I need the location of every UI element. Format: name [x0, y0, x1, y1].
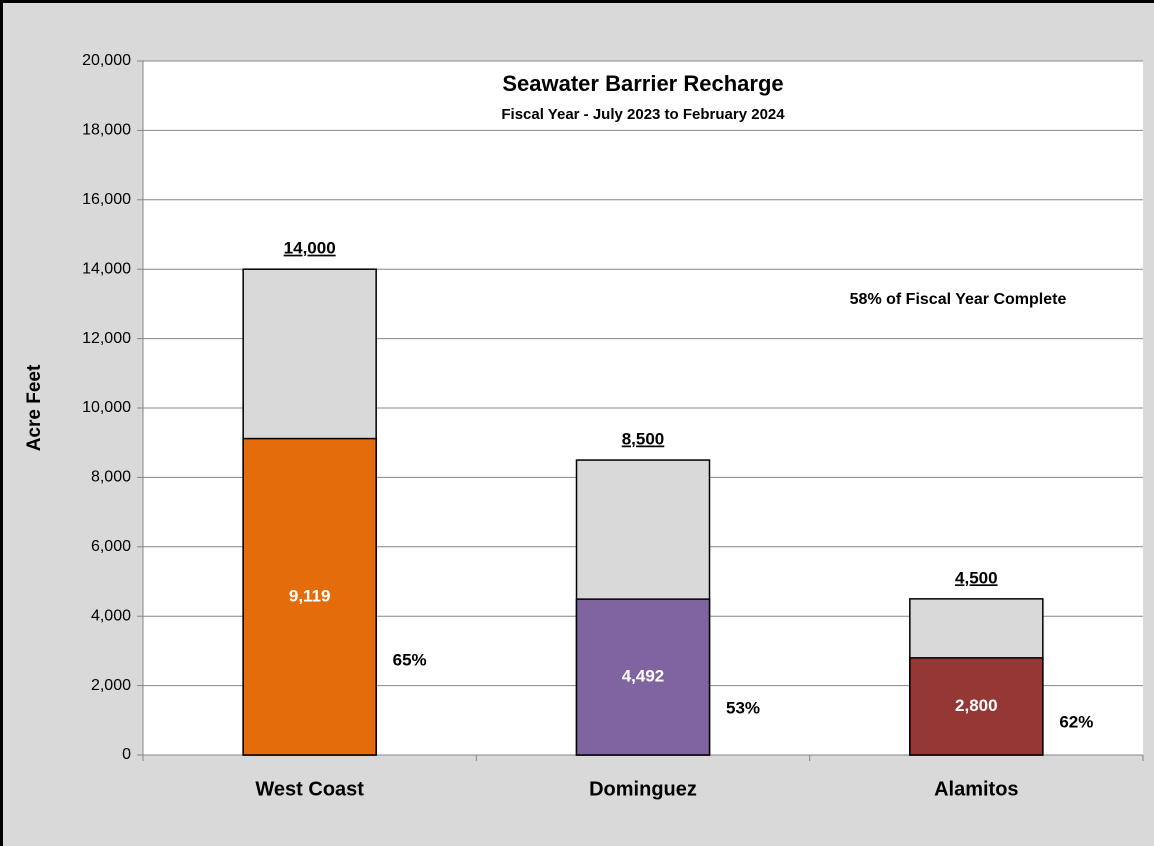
value-label: 2,800 [955, 696, 998, 715]
y-tick-label: 16,000 [82, 191, 131, 208]
value-label: 9,119 [289, 586, 331, 605]
y-tick-label: 6,000 [91, 538, 131, 555]
chart-title: Seawater Barrier Recharge [502, 71, 783, 96]
y-tick-label: 4,000 [91, 607, 131, 624]
target-label: 8,500 [622, 430, 665, 449]
x-tick-label: Alamitos [934, 778, 1018, 800]
x-tick-label: Dominguez [589, 778, 697, 800]
annotation: 58% of Fiscal Year Complete [850, 291, 1067, 308]
marks [242, 268, 1044, 756]
y-tick-label: 18,000 [82, 122, 131, 139]
y-tick-label: 12,000 [82, 330, 131, 347]
percent-label: 62% [1059, 712, 1093, 731]
x-tick-label: West Coast [255, 778, 364, 800]
y-tick-label: 2,000 [91, 677, 131, 694]
actual-bar [909, 657, 1044, 756]
chart-subtitle: Fiscal Year - July 2023 to February 2024 [501, 106, 785, 123]
percent-label: 53% [726, 698, 760, 717]
target-label: 14,000 [284, 239, 336, 258]
y-tick-label: 8,000 [91, 469, 131, 486]
actual-bar [575, 598, 711, 756]
y-tick-label: 14,000 [82, 260, 131, 277]
value-label: 4,492 [622, 667, 665, 686]
percent-label: 65% [393, 650, 427, 669]
y-tick-label: 0 [122, 746, 131, 763]
y-axis-label: Acre Feet [24, 364, 45, 451]
actual-bar [242, 437, 377, 756]
y-tick-label: 10,000 [82, 399, 131, 416]
y-tick-label: 20,000 [82, 52, 131, 69]
target-label: 4,500 [955, 568, 998, 587]
